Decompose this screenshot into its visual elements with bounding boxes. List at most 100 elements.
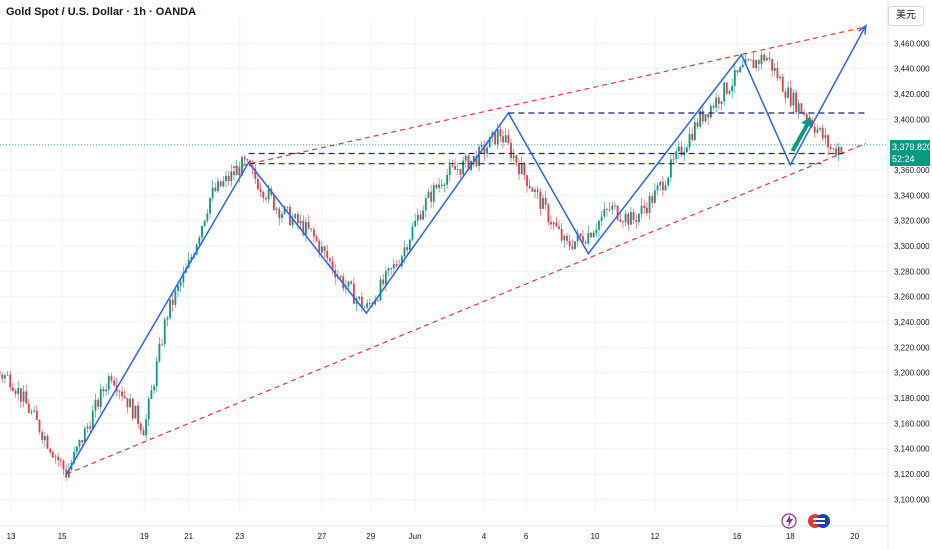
zigzag-wave-line[interactable] xyxy=(65,25,867,475)
x-tick-label: 27 xyxy=(317,532,326,541)
candle-body xyxy=(627,213,630,225)
candle-body xyxy=(275,208,278,210)
candle-body xyxy=(707,114,710,118)
candle-body xyxy=(368,303,371,304)
candle-body xyxy=(435,185,438,188)
candle-body xyxy=(717,97,720,104)
candle-body xyxy=(195,244,198,255)
candle-body xyxy=(584,242,587,244)
candle-body xyxy=(1,374,4,379)
candle-body xyxy=(233,171,235,176)
candle-body xyxy=(427,191,430,199)
candle-body xyxy=(590,232,592,238)
candle-body xyxy=(246,159,249,161)
zigzag-arrowhead xyxy=(858,23,867,35)
candle-body xyxy=(14,390,17,394)
event-icons[interactable] xyxy=(781,513,830,529)
grid xyxy=(0,18,888,512)
candle-body xyxy=(73,451,76,463)
channel-lower-line[interactable] xyxy=(66,142,867,475)
candle-body xyxy=(62,461,65,470)
candle-body xyxy=(11,387,14,391)
candle-body xyxy=(571,246,574,249)
candle-body xyxy=(328,258,331,262)
candle-body xyxy=(414,220,417,227)
candle-body xyxy=(512,155,515,159)
candle-body xyxy=(651,196,654,203)
candle-body xyxy=(382,279,385,285)
candle-body xyxy=(773,67,776,71)
candle-body xyxy=(182,272,185,283)
candle-body xyxy=(145,419,147,436)
candle-body xyxy=(230,171,233,182)
candles xyxy=(0,51,843,481)
candle-body xyxy=(478,146,480,166)
candle-body xyxy=(214,187,217,192)
candle-body xyxy=(19,388,22,402)
candle-body xyxy=(472,155,475,161)
candle-body xyxy=(443,184,446,186)
candle-body xyxy=(800,103,803,113)
candle-body xyxy=(582,236,584,243)
current-price-value: 3,379.820 xyxy=(892,142,932,152)
candle-body xyxy=(715,97,718,108)
candle-body xyxy=(163,319,166,345)
candle-body xyxy=(832,148,835,150)
candle-body xyxy=(89,426,92,429)
candle-body xyxy=(267,189,270,200)
candle-body xyxy=(699,110,702,127)
candle-body xyxy=(283,206,286,214)
candle-body xyxy=(488,136,491,148)
us-flag-icon-2[interactable] xyxy=(816,514,830,528)
candle-body xyxy=(91,410,94,429)
candle-body xyxy=(454,166,456,170)
candle-body xyxy=(81,440,84,443)
candle-body xyxy=(384,270,387,285)
candle-body xyxy=(659,181,662,186)
candle-body xyxy=(640,205,643,214)
candle-body xyxy=(789,87,792,106)
candle-body xyxy=(211,187,214,198)
y-tick-label: 3,200.000 xyxy=(894,369,930,378)
candle-body xyxy=(664,185,667,191)
candle-body xyxy=(294,214,297,219)
candle-body xyxy=(606,209,608,211)
candle-body xyxy=(518,163,520,175)
candle-body xyxy=(784,91,787,98)
candle-body xyxy=(456,169,459,170)
candle-body xyxy=(225,175,227,182)
candle-body xyxy=(403,247,406,257)
candle-body xyxy=(749,59,752,61)
candle-body xyxy=(432,185,435,202)
candle-body xyxy=(291,218,294,226)
candle-body xyxy=(3,375,6,379)
candle-body xyxy=(483,145,486,154)
candle-body xyxy=(6,374,9,376)
candle-body xyxy=(598,220,600,230)
y-tick-label: 3,440.000 xyxy=(894,65,930,74)
annotations[interactable] xyxy=(0,23,888,475)
candle-body xyxy=(760,54,763,65)
candle-body xyxy=(273,195,275,210)
candle-body xyxy=(238,167,241,176)
x-tick-label: 21 xyxy=(184,532,193,541)
candle-body xyxy=(190,257,193,260)
candle-body xyxy=(560,228,563,241)
candle-body xyxy=(102,388,105,392)
currency-button[interactable]: 美元 xyxy=(888,6,924,26)
candle-body xyxy=(771,59,774,71)
candle-body xyxy=(131,398,134,419)
candle-body xyxy=(579,233,582,237)
candle-body xyxy=(99,388,102,407)
candle-body xyxy=(46,436,49,449)
candle-body xyxy=(360,296,363,308)
up-arrow-icon[interactable] xyxy=(801,116,813,128)
candle-body xyxy=(720,101,723,104)
channel-upper-line[interactable] xyxy=(232,26,866,169)
candle-body xyxy=(765,57,768,61)
candle-body xyxy=(576,233,579,242)
candle-body xyxy=(656,185,659,191)
candle-body xyxy=(709,105,712,118)
candle-body xyxy=(643,205,646,208)
